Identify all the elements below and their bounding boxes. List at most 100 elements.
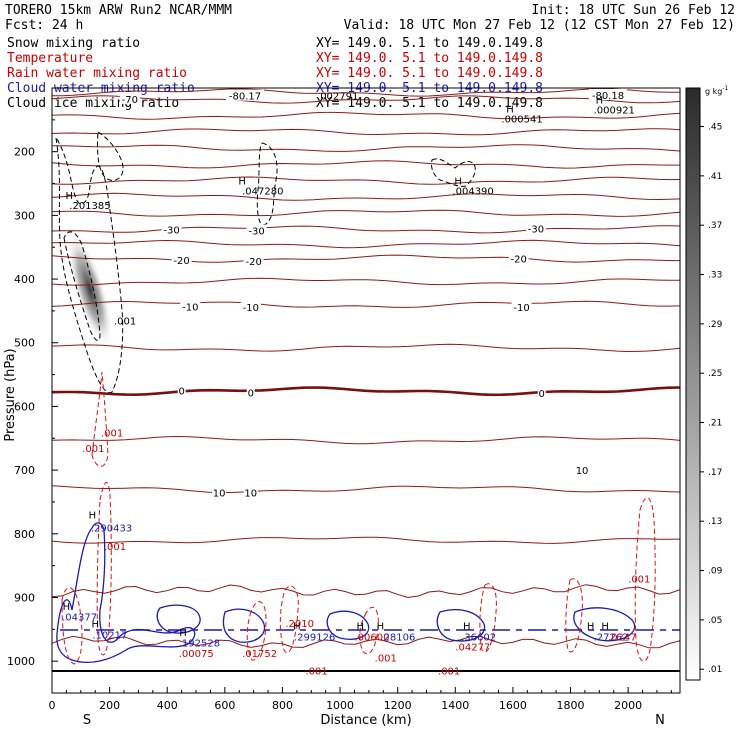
- maximum-value: .10217: [92, 630, 127, 641]
- x-tick-label: 1600: [499, 699, 527, 712]
- x-tick-label: 0: [49, 699, 56, 712]
- maximum-value: .0247: [608, 632, 637, 643]
- maximum-value: .36602: [461, 632, 496, 643]
- y-tick-label: 500: [14, 337, 35, 350]
- max-marker: H: [596, 95, 604, 106]
- isotherm--40: [52, 192, 680, 201]
- max-marker: H: [377, 621, 385, 632]
- maximum-value: .04377: [62, 613, 97, 624]
- temperature-contours: [52, 88, 680, 649]
- cloud-water-cell-2: [326, 610, 370, 640]
- temp-label-bg: [180, 300, 201, 312]
- axes: 0 200 400 600 800 1000 1200 1400 1600 1800 2000200…: [7, 119, 672, 712]
- colorbar-tick-label: .29: [708, 320, 723, 330]
- field-name-4: Cloud ice mixing ratio: [7, 96, 179, 111]
- maximum-value: .201385: [69, 201, 110, 212]
- north-label: N: [655, 713, 665, 728]
- isotherm--65: [52, 111, 680, 120]
- x-tick-label: 1200: [384, 699, 412, 712]
- maximum-value: .04277: [455, 643, 490, 654]
- max-marker: H: [238, 176, 246, 187]
- y-tick-label: 800: [14, 528, 35, 541]
- maximum-value: .00600: [354, 632, 389, 643]
- maximum-value: .001: [114, 316, 136, 327]
- temp-label: -80.17: [229, 92, 261, 103]
- temp-label: -30: [248, 227, 264, 238]
- x-axis-label: Distance (km): [320, 713, 411, 728]
- temp-label: 0: [248, 388, 254, 399]
- isotherm-25: [52, 635, 680, 649]
- max-marker: H: [463, 621, 471, 632]
- max-marker: H: [454, 176, 462, 187]
- forecast-hour: Fcst: 24 h: [5, 18, 83, 33]
- colorbar-tick-label: .09: [708, 567, 723, 577]
- x-tick-label: 600: [214, 699, 235, 712]
- temp-label-bg: [177, 384, 186, 396]
- temp-label: -70: [122, 95, 138, 106]
- maximum-value: .047280: [242, 187, 283, 198]
- valid-time: Valid: 18 UTC Mon 27 Feb 12 (12 CST Mon …: [344, 18, 735, 33]
- maximum-value: .290433: [91, 523, 132, 534]
- temp-label-bg: [243, 486, 258, 498]
- maximum-value: .001: [306, 667, 328, 678]
- snow-contour-mid: [256, 142, 278, 226]
- maximum-value: .001: [104, 542, 126, 553]
- colorbar: g kg-1 .01 .05 .09 .13 .17 .21 .25 .29 .33 .37 .41…: [685, 85, 729, 681]
- temp-label-bg: [525, 222, 546, 234]
- y-tick-label: 200: [14, 146, 35, 159]
- temp-label: -30: [528, 225, 544, 236]
- temp-label: -20: [511, 255, 527, 266]
- isotherm--25: [52, 239, 680, 249]
- colorbar-tick-label: .17: [708, 468, 722, 478]
- max-marker: H: [179, 628, 187, 639]
- snow-core-shading: [67, 232, 113, 348]
- colorbar-unit: g kg-1: [705, 85, 729, 96]
- isotherm--10: [52, 300, 680, 308]
- maximum-value: .01752: [242, 649, 277, 660]
- isotherm--70: [52, 95, 680, 104]
- x-tick-label: 1400: [441, 699, 469, 712]
- temp-label: 10: [244, 488, 257, 499]
- south-label: S: [83, 713, 91, 728]
- snow-contours: [55, 131, 476, 394]
- temp-label-bg: [246, 224, 267, 236]
- isotherm--55: [52, 144, 680, 152]
- maximum-value: .001: [628, 574, 650, 585]
- y-tick-label: 600: [14, 400, 35, 413]
- rain-contours: [61, 371, 656, 665]
- maximum-value: .28106: [380, 632, 415, 643]
- maximum-value: .192528: [179, 639, 220, 650]
- maximum-value: .000541: [501, 115, 542, 126]
- y-axis-label: Pressure (hPa): [3, 348, 18, 441]
- colorbar-tick-label: .41: [708, 172, 722, 182]
- rain-contour-tower: [96, 482, 112, 656]
- rain-contour-cells: [246, 578, 583, 661]
- temp-label: -20: [245, 257, 261, 268]
- isotherm-15: [52, 536, 680, 544]
- temp-label: 10: [576, 466, 589, 477]
- colorbar-tick-label: .33: [708, 271, 722, 281]
- temp-label-bg: [243, 255, 264, 267]
- field-xy-1: XY= 149.0. 5.1 to 149.0.149.8: [316, 51, 543, 66]
- isotherm--5: [52, 343, 680, 353]
- max-marker: H: [63, 602, 71, 613]
- maximum-value: .001: [438, 667, 460, 678]
- temp-label: 0: [539, 389, 545, 400]
- temp-label-bg: [537, 387, 546, 399]
- colorbar-tick-label: .45: [708, 123, 722, 133]
- colorbar-ramp: [685, 87, 701, 681]
- y-tick-label: 400: [14, 273, 35, 286]
- field-name-0: Snow mixing ratio: [7, 36, 140, 51]
- field-xy-0: XY= 149.0. 5.1 to 149.0.149.8: [316, 36, 543, 51]
- y-tick-label: 300: [14, 209, 35, 222]
- colorbar-tick-label: .37: [708, 221, 722, 231]
- temp-label: -10: [182, 302, 198, 313]
- rain-contour-spike: [91, 371, 109, 467]
- colorbar-tick-label: .21: [708, 419, 722, 429]
- y-tick-label: 1000: [7, 655, 35, 668]
- model-title: TORERO 15km ARW Run2 NCAR/MMM: [5, 3, 232, 18]
- snow-contour-east: [431, 158, 476, 187]
- temp-label-bg: [212, 486, 227, 498]
- colorbar-tick-label: .25: [708, 369, 722, 379]
